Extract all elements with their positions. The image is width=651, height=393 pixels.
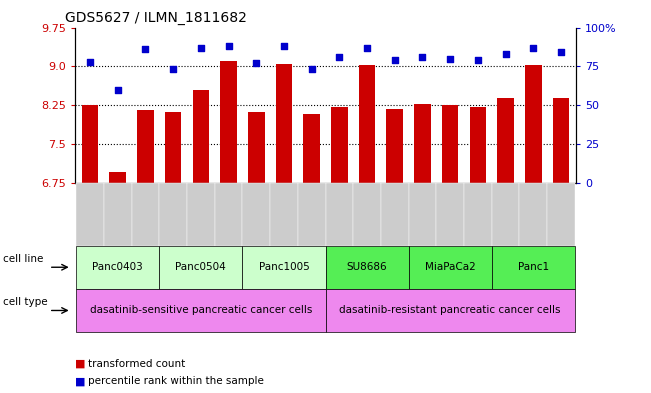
Point	[85, 59, 95, 65]
Bar	[165, 112, 182, 183]
Point	[140, 46, 150, 52]
Text: MiaPaCa2: MiaPaCa2	[424, 262, 475, 272]
Text: SU8686: SU8686	[347, 262, 387, 272]
Point	[334, 54, 344, 60]
Point	[556, 49, 566, 55]
Bar	[220, 61, 237, 183]
Text: cell type: cell type	[3, 297, 48, 307]
Text: dasatinib-resistant pancreatic cancer cells: dasatinib-resistant pancreatic cancer ce…	[339, 305, 561, 316]
Point	[223, 43, 234, 49]
Bar	[248, 112, 264, 183]
Text: dasatinib-sensitive pancreatic cancer cells: dasatinib-sensitive pancreatic cancer ce…	[90, 305, 312, 316]
Text: Panc1: Panc1	[518, 262, 549, 272]
Bar	[359, 65, 376, 183]
Text: cell line: cell line	[3, 253, 44, 264]
Bar	[137, 110, 154, 183]
Bar	[525, 65, 542, 183]
Point	[473, 57, 483, 63]
Text: Panc0403: Panc0403	[92, 262, 143, 272]
Point	[389, 57, 400, 63]
Point	[445, 55, 455, 62]
Text: percentile rank within the sample: percentile rank within the sample	[88, 376, 264, 386]
Bar	[497, 98, 514, 183]
Point	[307, 66, 317, 73]
Point	[362, 44, 372, 51]
Bar	[275, 64, 292, 183]
Bar	[82, 105, 98, 183]
Bar	[193, 90, 209, 183]
Point	[501, 51, 511, 57]
Point	[168, 66, 178, 73]
Text: Panc1005: Panc1005	[258, 262, 309, 272]
Bar	[331, 107, 348, 183]
Point	[279, 43, 289, 49]
Bar	[469, 107, 486, 183]
Bar	[442, 105, 458, 183]
Text: transformed count: transformed count	[88, 358, 185, 369]
Bar	[109, 173, 126, 183]
Text: ■: ■	[75, 358, 85, 369]
Bar	[553, 98, 569, 183]
Bar	[303, 114, 320, 183]
Point	[196, 44, 206, 51]
Point	[113, 86, 123, 93]
Text: Panc0504: Panc0504	[176, 262, 227, 272]
Point	[251, 60, 262, 66]
Point	[528, 44, 538, 51]
Text: ■: ■	[75, 376, 85, 386]
Point	[417, 54, 428, 60]
Bar	[387, 109, 403, 183]
Bar	[414, 104, 431, 183]
Text: GDS5627 / ILMN_1811682: GDS5627 / ILMN_1811682	[65, 11, 247, 25]
